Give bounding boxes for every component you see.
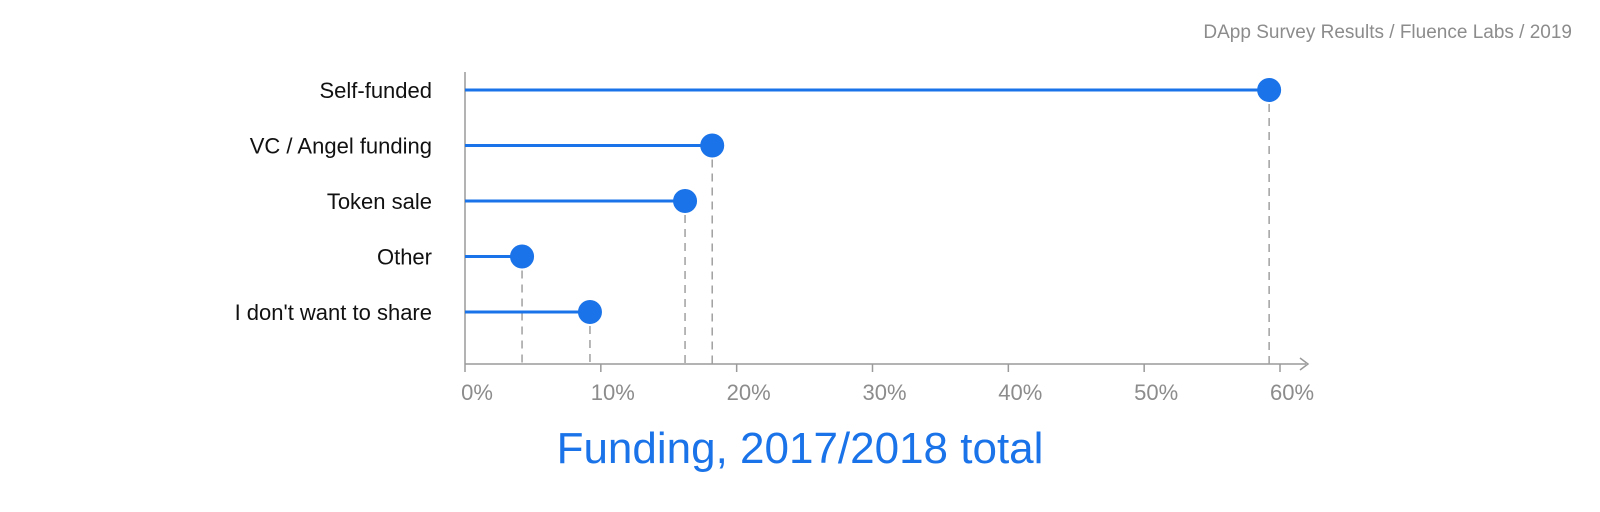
- lollipop-dot: [673, 189, 698, 213]
- x-tick-label: 0%: [461, 380, 493, 405]
- category-label: Token sale: [327, 189, 432, 214]
- lollipop-dot: [577, 300, 602, 324]
- chart-title: Funding, 2017/2018 total: [556, 424, 1044, 473]
- lollipop-dot: [1257, 78, 1282, 102]
- chart-marks: Self-funded VC / Angel funding Token sale O…: [235, 78, 1282, 364]
- source-note: DApp Survey Results / Fluence Labs / 201…: [1203, 22, 1572, 43]
- lollipop-dot: [700, 133, 725, 158]
- lollipop-dot: [510, 244, 535, 269]
- axes: 0% 10% 20% 30% 40% 50% 60%: [461, 72, 1314, 405]
- category-label: I don't want to share: [235, 300, 432, 325]
- x-tick-label: 40%: [998, 380, 1042, 405]
- x-tick-label: 10%: [591, 380, 635, 405]
- funding-lollipop-chart: 0% 10% 20% 30% 40% 50% 60% Self-funded VC / Ang…: [235, 72, 1314, 405]
- category-label: Self-funded: [319, 78, 432, 103]
- x-axis-arrow-icon: [1299, 357, 1310, 371]
- category-label: Other: [377, 245, 432, 270]
- category-label: VC / Angel funding: [250, 134, 432, 159]
- x-tick-label: 20%: [727, 380, 771, 405]
- x-tick-label: 50%: [1134, 380, 1178, 405]
- x-tick-label: 30%: [862, 380, 906, 405]
- x-tick-label: 60%: [1270, 380, 1314, 405]
